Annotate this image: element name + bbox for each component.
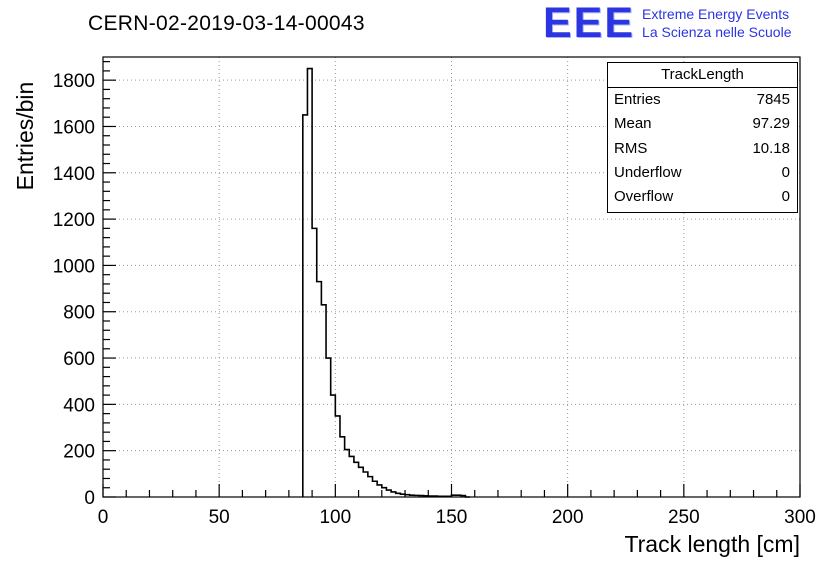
y-axis-title: Entries/bin [12,81,38,191]
y-tick-label: 0 [84,488,95,509]
stats-row: Overflow 0 [608,185,797,209]
y-tick-label: 1800 [53,71,95,92]
y-tick-label: 400 [63,395,95,416]
eee-logo: EEE Extreme Energy Events La Scienza nel… [543,2,791,45]
logo-line2: La Scienza nelle Scuole [642,24,792,41]
y-tick-label: 1600 [53,117,95,138]
eee-logo-subtitle: Extreme Energy Events La Scienza nelle S… [642,5,791,41]
plot-title: CERN-02-2019-03-14-00043 [88,12,365,35]
axis-ticks [102,61,801,498]
x-axis-title: Track length [cm] [624,531,800,557]
eee-logo-text: EEE [543,0,636,47]
x-tick-label: 200 [552,507,584,528]
logo-line1: Extreme Energy Events [642,6,790,22]
y-tick-label: 1400 [53,164,95,185]
stats-label: Overflow [614,188,674,205]
x-tick-label: 300 [784,507,816,528]
y-tick-label: 800 [63,303,95,324]
x-tick-label: 100 [319,507,351,528]
y-tick-label: 1200 [53,210,95,231]
histogram-curve [302,67,471,498]
stats-label: RMS [614,139,648,157]
stats-row: RMS 10.18 [608,137,797,161]
stats-value: 0 [781,163,790,181]
stats-value: 97.29 [752,115,790,133]
stats-label: Underflow [614,163,682,181]
histogram-line [302,67,471,498]
stats-row: Mean 97.29 [608,112,797,136]
x-tick-label: 50 [209,507,230,528]
x-tick-label: 0 [98,507,109,528]
stats-row: Underflow 0 [608,161,797,185]
tick-labels: 0 50 100 150 200 250 300 0 200 400 600 800 1000 1200 1… [53,71,816,528]
stats-label: Mean [614,115,652,133]
stats-value: 7845 [756,91,790,108]
x-tick-label: 250 [668,507,700,528]
stats-label: Entries [614,91,661,108]
x-tick-label: 150 [436,507,468,528]
stats-value: 0 [781,188,790,205]
y-tick-label: 1000 [53,256,95,277]
stats-value: 10.18 [752,139,790,157]
stats-row: Entries 7845 [608,88,797,112]
stats-box: TrackLength Entries 7845 Mean 97.29 RMS … [607,62,798,214]
y-tick-label: 600 [63,349,95,370]
y-tick-label: 200 [63,442,95,463]
stats-title: TrackLength [608,63,797,88]
